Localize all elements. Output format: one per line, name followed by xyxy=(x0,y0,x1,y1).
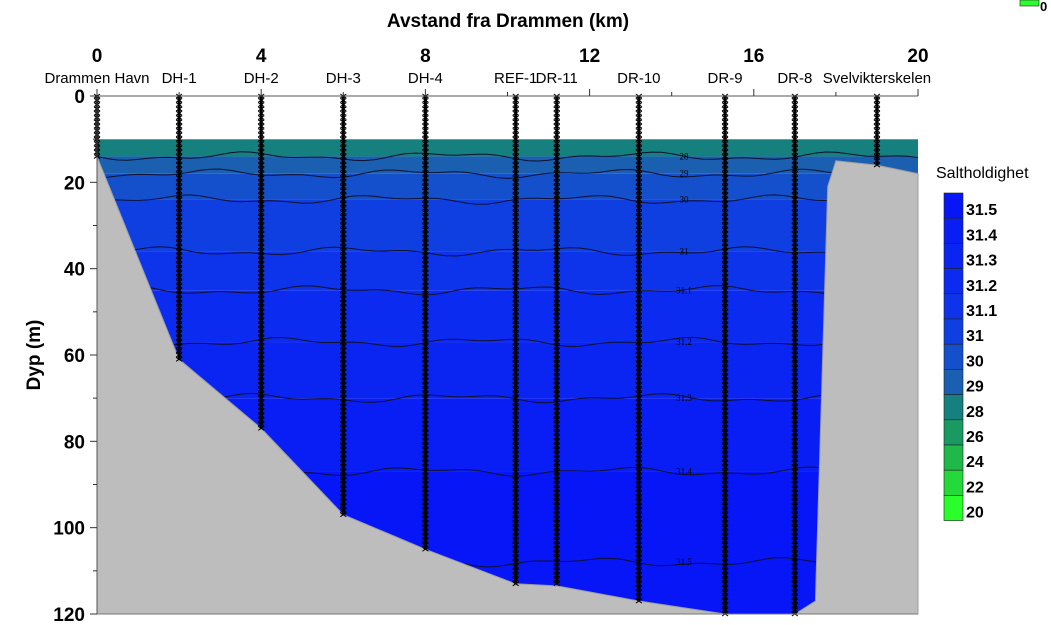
colorbar-label: 26 xyxy=(966,429,984,446)
colorbar-swatch xyxy=(943,419,964,446)
contour-label: 31.4 xyxy=(676,467,692,477)
colorbar-swatch xyxy=(943,469,964,496)
seabed-bathymetry xyxy=(96,156,919,615)
colorbar-label: 31.4 xyxy=(966,227,997,244)
colorbar-label: 30 xyxy=(966,353,984,370)
colorbar-swatch xyxy=(943,318,964,345)
station-profile: DH-1 xyxy=(162,70,197,362)
colorbar-swatch xyxy=(943,495,964,521)
contour-line xyxy=(96,168,919,179)
contour-line xyxy=(96,194,919,205)
contour-label: 31.2 xyxy=(676,337,692,347)
colorbar-swatch xyxy=(943,444,964,471)
colorbar-label: 31.1 xyxy=(966,303,997,320)
y-tick-label: 20 xyxy=(64,173,85,194)
contour-label: 28 xyxy=(680,151,690,161)
colorbar-swatch xyxy=(943,268,964,295)
x-tick-label: 16 xyxy=(743,46,764,67)
contour-lines: 28 29 30 31 31.1 31.2 31.3 31.4 31.5 xyxy=(96,151,919,568)
colorbar-swatch xyxy=(943,192,964,219)
x-axis-title: Avstand fra Drammen (km) xyxy=(387,11,629,32)
colorbar-label: 20 xyxy=(966,505,984,522)
contour-label: 31.1 xyxy=(676,285,692,295)
colorbar-swatch xyxy=(943,394,964,421)
y-tick-label: 0 xyxy=(74,87,85,108)
station-label: DH-1 xyxy=(162,70,197,87)
colorbar-swatch xyxy=(943,343,964,370)
colorbar: 31.5 31.4 31.3 31.2 31.1 31 30 29 28 26 24 22 20 0 xyxy=(943,0,1047,522)
station-label: DR-10 xyxy=(617,70,660,87)
station-profile: DR-10 xyxy=(617,70,661,604)
colorbar-fragment xyxy=(1019,0,1040,7)
contour-line xyxy=(96,392,919,404)
contour-line xyxy=(96,246,919,257)
station-profile: DR-11 xyxy=(536,70,578,587)
station-label: DH-3 xyxy=(326,70,361,87)
y-axis-title: Dyp (m) xyxy=(24,320,45,391)
station-label: DR-9 xyxy=(708,70,743,87)
colorbar-label: 31.3 xyxy=(966,253,997,270)
station-profile: DR-9 xyxy=(708,70,743,617)
station-profile: REF-1 xyxy=(494,70,537,587)
colorbar-label: 29 xyxy=(966,379,984,396)
salinity-band xyxy=(97,156,918,174)
y-tick-label: 60 xyxy=(64,346,85,367)
air-gap xyxy=(97,96,918,140)
station-label: DR-11 xyxy=(536,70,578,87)
station-label: Drammen Havn xyxy=(44,70,149,87)
contour-line xyxy=(96,285,919,296)
x-tick-label: 12 xyxy=(579,46,600,67)
salinity-band xyxy=(97,199,918,252)
station-profiles: Drammen Havn DH-1 DH-2 DH-3 DH-4 REF-1DR-11 DR… xyxy=(44,70,931,617)
y-tick-label: 40 xyxy=(64,260,85,281)
station-label: DH-4 xyxy=(408,70,443,87)
colorbar-swatch xyxy=(943,243,964,269)
colorbar-fragment-label: 0 xyxy=(1040,0,1047,14)
contour-label: 31.5 xyxy=(676,557,692,567)
salinity-band xyxy=(97,251,918,291)
x-tick-label: 20 xyxy=(907,46,928,67)
contour-line xyxy=(96,151,919,162)
axes: 0 4 8 12 16 20 0 20 40 60 80 100 120 xyxy=(53,46,928,625)
colorbar-label: 31.5 xyxy=(966,202,997,219)
colorbar-label: 28 xyxy=(966,404,984,421)
station-profile: DH-2 xyxy=(244,70,279,431)
salinity-band xyxy=(97,290,918,343)
station-label: REF-1 xyxy=(494,70,537,87)
salinity-band xyxy=(97,139,918,157)
contour-label: 31.3 xyxy=(676,393,692,403)
y-tick-label: 80 xyxy=(64,432,85,453)
contour-label: 29 xyxy=(680,169,690,179)
colorbar-label: 22 xyxy=(966,479,984,496)
contour-line xyxy=(96,336,919,348)
contour-label: 31 xyxy=(680,246,689,256)
y-tick-label: 120 xyxy=(53,605,85,625)
x-tick-label: 8 xyxy=(420,46,431,67)
colorbar-swatch xyxy=(943,217,964,244)
station-profile: DR-8 xyxy=(777,70,812,617)
salinity-band xyxy=(97,342,918,399)
colorbar-swatch xyxy=(943,369,964,395)
y-tick-label: 100 xyxy=(53,519,85,540)
station-label: Svelvikterskelen xyxy=(823,70,931,87)
colorbar-label: 24 xyxy=(966,454,984,471)
x-tick-label: 4 xyxy=(256,46,267,67)
station-label: DR-8 xyxy=(777,70,812,87)
colorbar-title: Saltholdighet xyxy=(936,165,1029,182)
station-profile: DH-4 xyxy=(408,70,443,552)
station-profile: DH-3 xyxy=(326,70,361,518)
colorbar-swatch xyxy=(943,293,964,320)
station-label: DH-2 xyxy=(244,70,279,87)
x-tick-label: 0 xyxy=(92,46,103,67)
colorbar-label: 31.2 xyxy=(966,278,997,295)
contour-label: 30 xyxy=(680,195,690,205)
colorbar-label: 31 xyxy=(966,328,984,345)
